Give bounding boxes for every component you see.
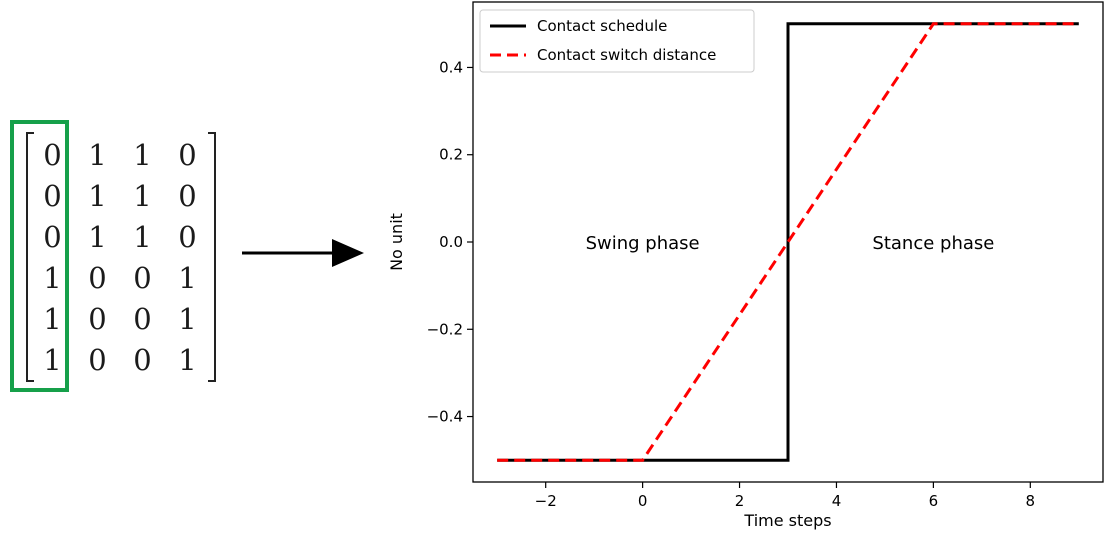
matrix-cell: 1 [133,219,152,254]
y-tick-label: 0.2 [439,146,463,164]
y-tick-label: −0.2 [427,320,463,338]
contact-chart: −2 0 2 4 6 8 0.4 0.2 0.0 −0.2 −0.4 Swing phase Stan… [387,1,1104,530]
matrix-cell: 0 [133,260,152,295]
matrix-cell: 1 [178,301,197,336]
matrix-cell: 0 [178,137,197,172]
x-tick-label: 8 [1026,492,1036,510]
highlighted-column-box [10,120,69,392]
matrix-right-bracket [208,132,216,382]
x-tick-label: 4 [832,492,842,510]
matrix-cell: 0 [88,260,107,295]
matrix-cell: 0 [43,137,62,172]
matrix-left-bracket [26,132,34,382]
matrix-cell: 1 [88,178,107,213]
right-arrow-icon [242,239,364,267]
x-tick-label: 6 [929,492,939,510]
x-tick-label: −2 [535,492,557,510]
phase-annotation: Swing phase [586,233,700,254]
matrix-cell: 1 [133,137,152,172]
y-axis-label: No unit [387,213,406,271]
matrix-cell: 0 [43,178,62,213]
legend-label: Contact switch distance [537,46,716,64]
matrix-cell: 0 [88,301,107,336]
matrix-cell: 0 [43,219,62,254]
x-axis-label: Time steps [743,511,831,530]
y-tick-label: −0.4 [427,408,463,426]
matrix-cell: 0 [178,178,197,213]
matrix-cell: 0 [133,342,152,377]
series-line-contact-switch-distance [497,22,1079,462]
matrix-cell: 1 [133,178,152,213]
matrix-cell: 1 [88,137,107,172]
matrix-cell: 0 [178,219,197,254]
x-tick-label: 0 [638,492,648,510]
phase-annotation: Stance phase [872,233,994,254]
y-tick-label: 0.4 [439,58,463,76]
matrix-cell: 1 [178,260,197,295]
matrix-cell: 0 [133,301,152,336]
legend-label: Contact schedule [537,17,667,35]
matrix-cell: 1 [43,301,62,336]
matrix-cell: 1 [43,260,62,295]
matrix-cell: 1 [88,219,107,254]
x-tick-label: 2 [735,492,745,510]
y-tick-label: 0.0 [439,233,463,251]
matrix-cell: 1 [43,342,62,377]
chart-legend: Contact schedule Contact switch distance [479,9,755,73]
matrix-cell: 1 [178,342,197,377]
matrix-cell: 0 [88,342,107,377]
